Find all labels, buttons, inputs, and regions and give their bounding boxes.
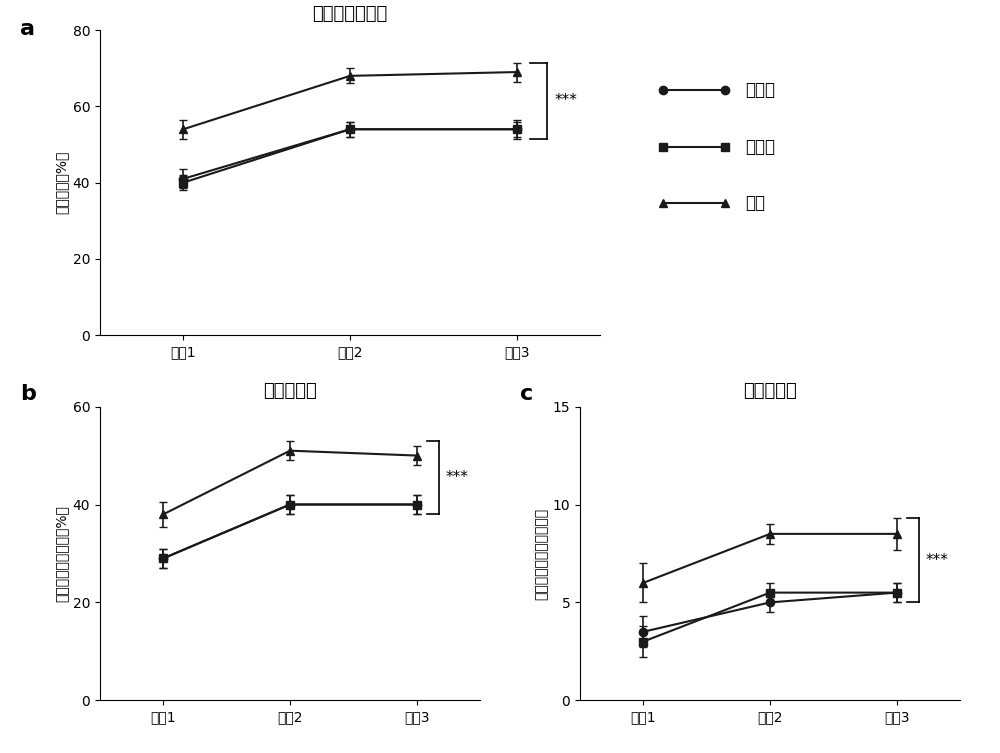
Title: 新事物识别实验: 新事物识别实验 — [312, 5, 388, 23]
Text: ***: *** — [555, 93, 578, 108]
Y-axis label: 平台象限停留时间（%）: 平台象限停留时间（%） — [54, 505, 68, 602]
Text: ***: *** — [926, 553, 949, 568]
Text: 根皮素: 根皮素 — [745, 81, 775, 99]
Title: 水迷宫实验: 水迷宫实验 — [743, 382, 797, 400]
Y-axis label: 辨别指数（%）: 辨别指数（%） — [54, 151, 68, 215]
Title: 水迷宫实验: 水迷宫实验 — [263, 382, 317, 400]
Y-axis label: 平台象限穿越次数（次）: 平台象限穿越次数（次） — [534, 508, 548, 599]
Text: c: c — [520, 384, 533, 404]
Text: ***: *** — [446, 470, 469, 485]
Text: 复方: 复方 — [745, 194, 765, 212]
Text: a: a — [20, 19, 35, 39]
Text: b: b — [20, 384, 36, 404]
Text: 牛磺酸: 牛磺酸 — [745, 138, 775, 156]
